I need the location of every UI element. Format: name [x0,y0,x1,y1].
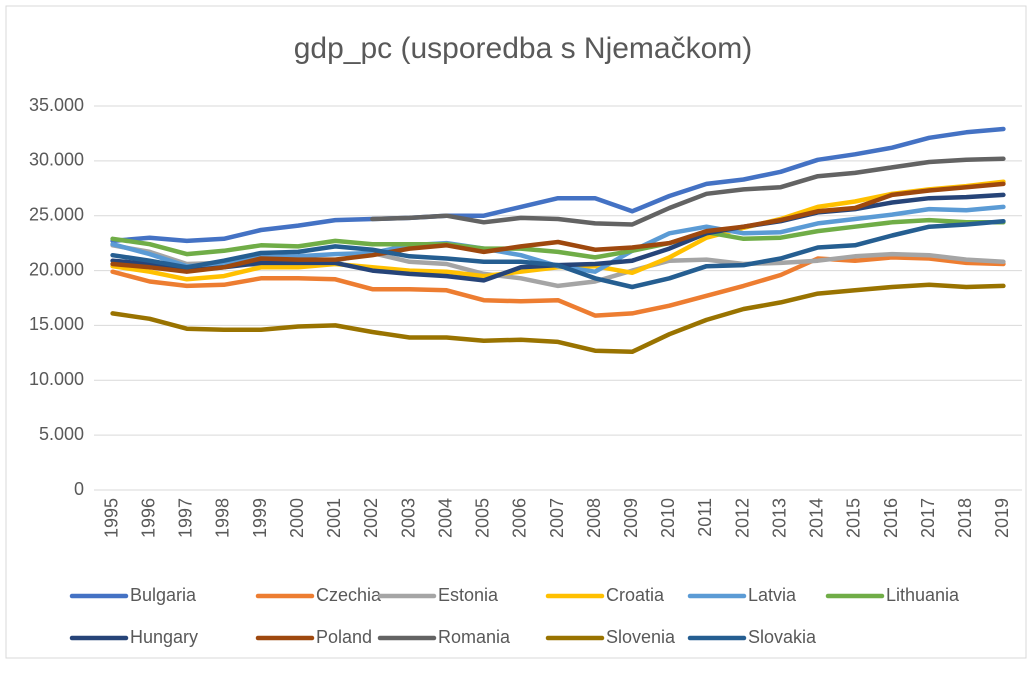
x-tick-label: 1997 [176,498,196,538]
legend-label: Slovakia [748,627,817,647]
series-line [110,282,1006,355]
y-tick-label: 15.000 [29,314,84,334]
legend-label: Croatia [606,585,665,605]
y-tick-label: 25.000 [29,204,84,224]
legend-label: Poland [316,627,372,647]
series-line [110,218,1006,290]
legend-label: Bulgaria [130,585,197,605]
y-tick-label: 20.000 [29,259,84,279]
series-line [110,255,1006,318]
x-tick-label: 2013 [769,498,789,538]
y-tick-label: 30.000 [29,150,84,170]
chart-border [5,5,1027,659]
x-tick-label: 2009 [621,498,641,538]
series-line [110,181,1006,274]
x-tick-label: 2017 [918,498,938,538]
x-tick-label: 1998 [213,498,233,538]
legend-label: Hungary [130,627,198,647]
y-tick-label: 5.000 [39,424,84,444]
x-tick-label: 2016 [881,498,901,538]
x-tick-label: 1995 [101,498,121,538]
chart-title: gdp_pc (usporedba s Njemačkom) [294,32,753,65]
legend-label: Czechia [316,585,382,605]
x-tick-label: 2002 [361,498,381,538]
series-line [110,217,1006,260]
legend-label: Estonia [438,585,499,605]
x-tick-label: 2018 [955,498,975,538]
x-tick-label: 2008 [584,498,604,538]
legend-label: Slovenia [606,627,676,647]
x-tick-label: 1999 [250,498,270,538]
x-tick-label: 2005 [473,498,493,538]
x-tick-label: 2004 [435,498,455,538]
x-tick-label: 2007 [547,498,567,538]
x-tick-label: 2011 [695,498,715,537]
x-tick-label: 2000 [287,498,307,538]
legend-label: Latvia [748,585,797,605]
x-tick-label: 2019 [992,498,1012,538]
x-tick-label: 2010 [658,498,678,538]
y-tick-label: 0 [74,479,84,499]
legend-label: Romania [438,627,511,647]
legend-label: Lithuania [886,585,960,605]
y-tick-label: 35.000 [29,95,84,115]
x-tick-label: 2006 [510,498,530,538]
x-tick-label: 2012 [732,498,752,538]
x-tick-label: 2003 [398,498,418,538]
y-tick-label: 10.000 [29,369,84,389]
series-line [370,156,1006,227]
x-tick-label: 2001 [324,498,344,538]
x-tick-label: 2014 [807,498,827,538]
x-tick-label: 2015 [844,498,864,538]
series-line [110,126,1006,244]
x-tick-label: 1996 [138,498,158,538]
